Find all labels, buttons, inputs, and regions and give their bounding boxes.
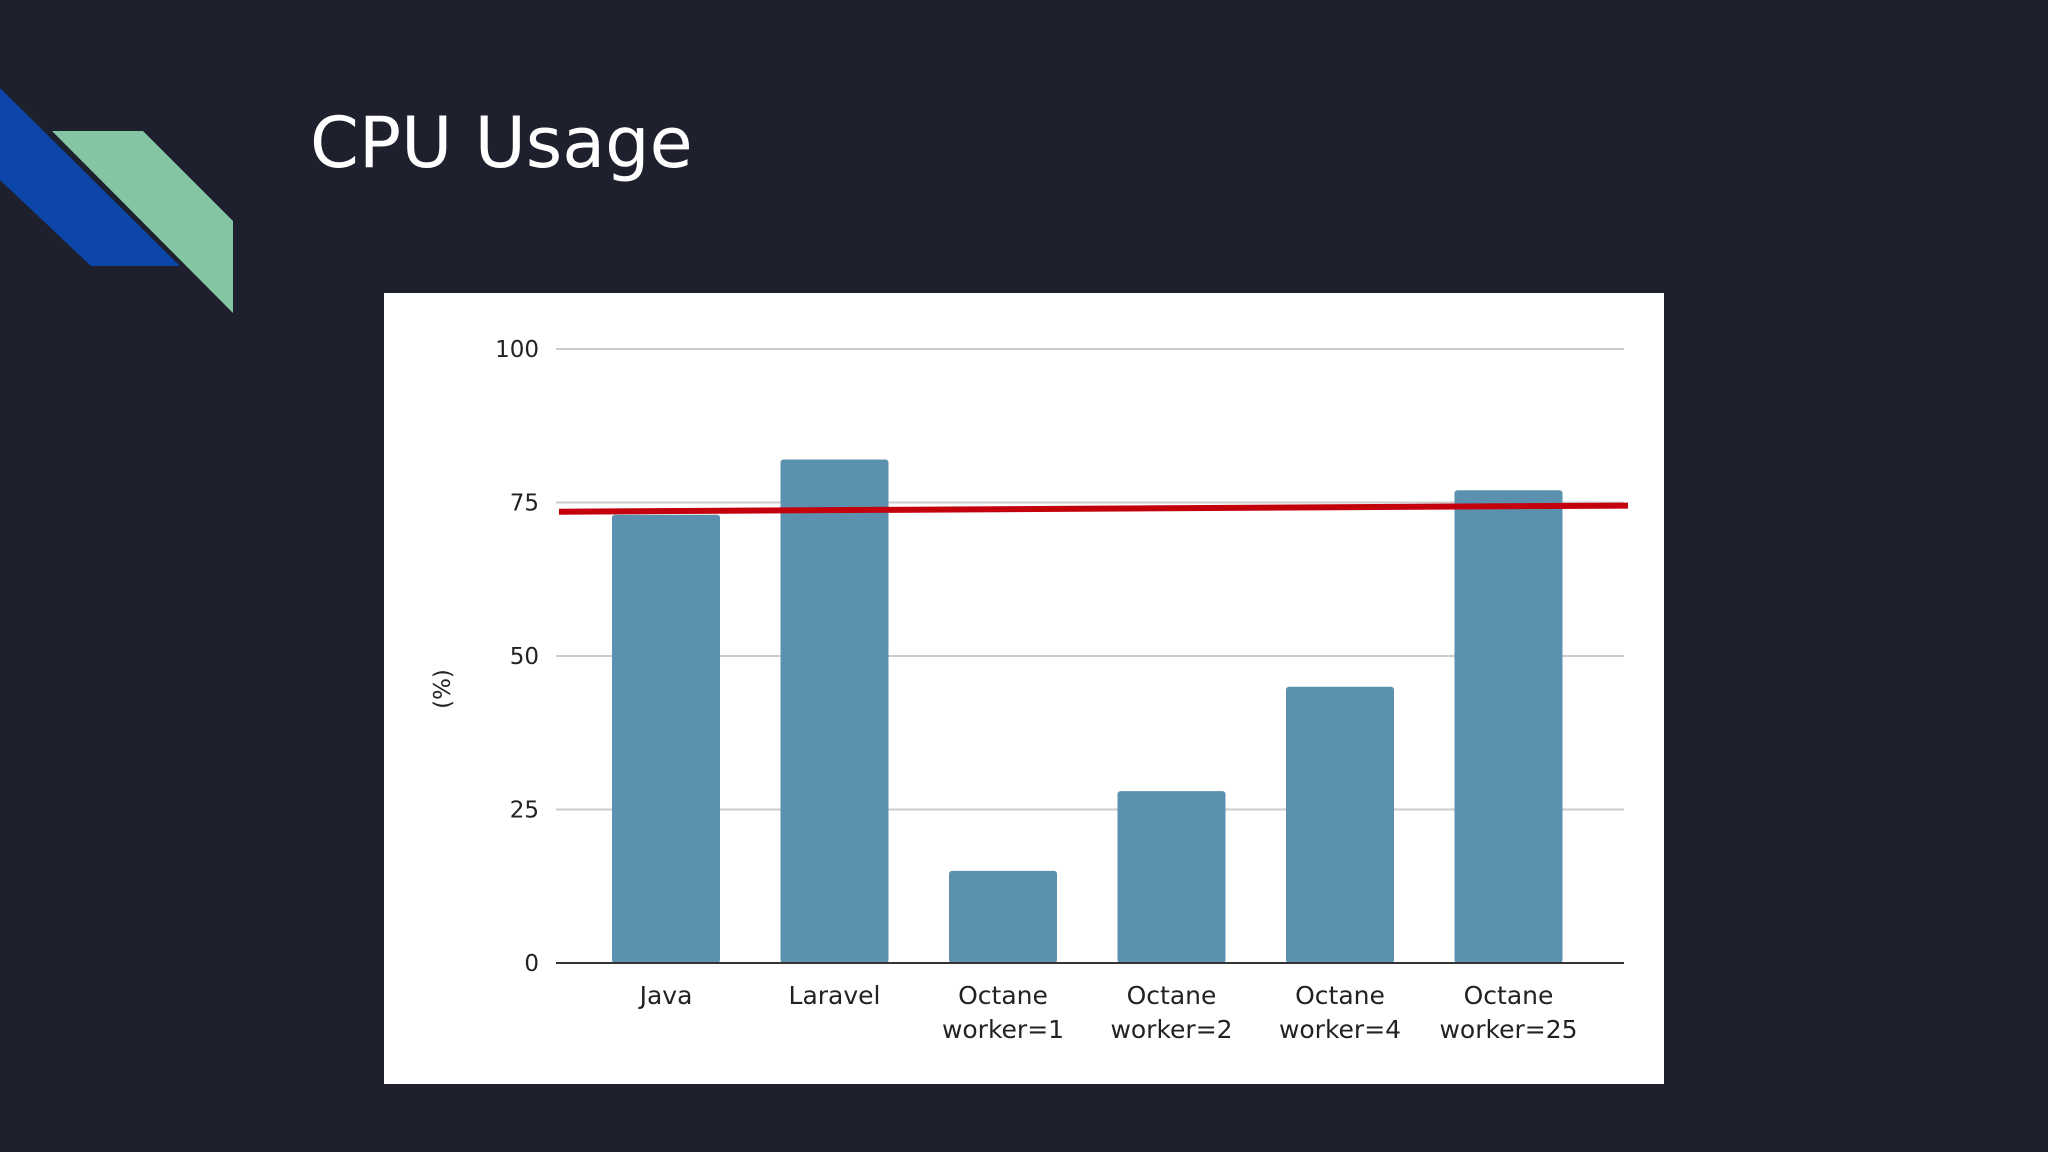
x-tick-label: Octane worker=4 xyxy=(1279,981,1401,1044)
bar xyxy=(612,514,720,963)
bar xyxy=(1286,686,1394,963)
x-tick-label: Octane worker=1 xyxy=(942,981,1064,1044)
x-tick-label: Octane worker=25 xyxy=(1439,981,1577,1044)
bar xyxy=(1454,490,1563,963)
y-tick-label: 100 xyxy=(495,337,539,363)
y-tick-label: 75 xyxy=(510,491,539,517)
y-tick-label: 0 xyxy=(524,951,539,977)
bar xyxy=(1117,791,1226,963)
x-tick-label: Java xyxy=(638,981,693,1010)
x-tick-label: Octane worker=2 xyxy=(1110,981,1232,1044)
blue-stripe-shape xyxy=(0,88,180,266)
y-tick-label: 50 xyxy=(510,644,539,670)
slide-title: CPU Usage xyxy=(310,102,693,184)
bar xyxy=(780,459,889,963)
bar xyxy=(949,870,1057,963)
reference-line xyxy=(558,502,1629,515)
bar-chart: 0 25 50 75 100 Java Laravel Octane worker=1 Octan… xyxy=(430,337,1629,1044)
chart-card: 0 25 50 75 100 Java Laravel Octane worker=1 Octan… xyxy=(384,293,1664,1084)
green-stripe-shape xyxy=(52,131,233,313)
x-tick-label: Laravel xyxy=(789,981,881,1010)
y-tick-label: 25 xyxy=(510,798,539,824)
y-axis-label: (%) xyxy=(430,669,456,709)
corner-decoration xyxy=(0,88,233,313)
